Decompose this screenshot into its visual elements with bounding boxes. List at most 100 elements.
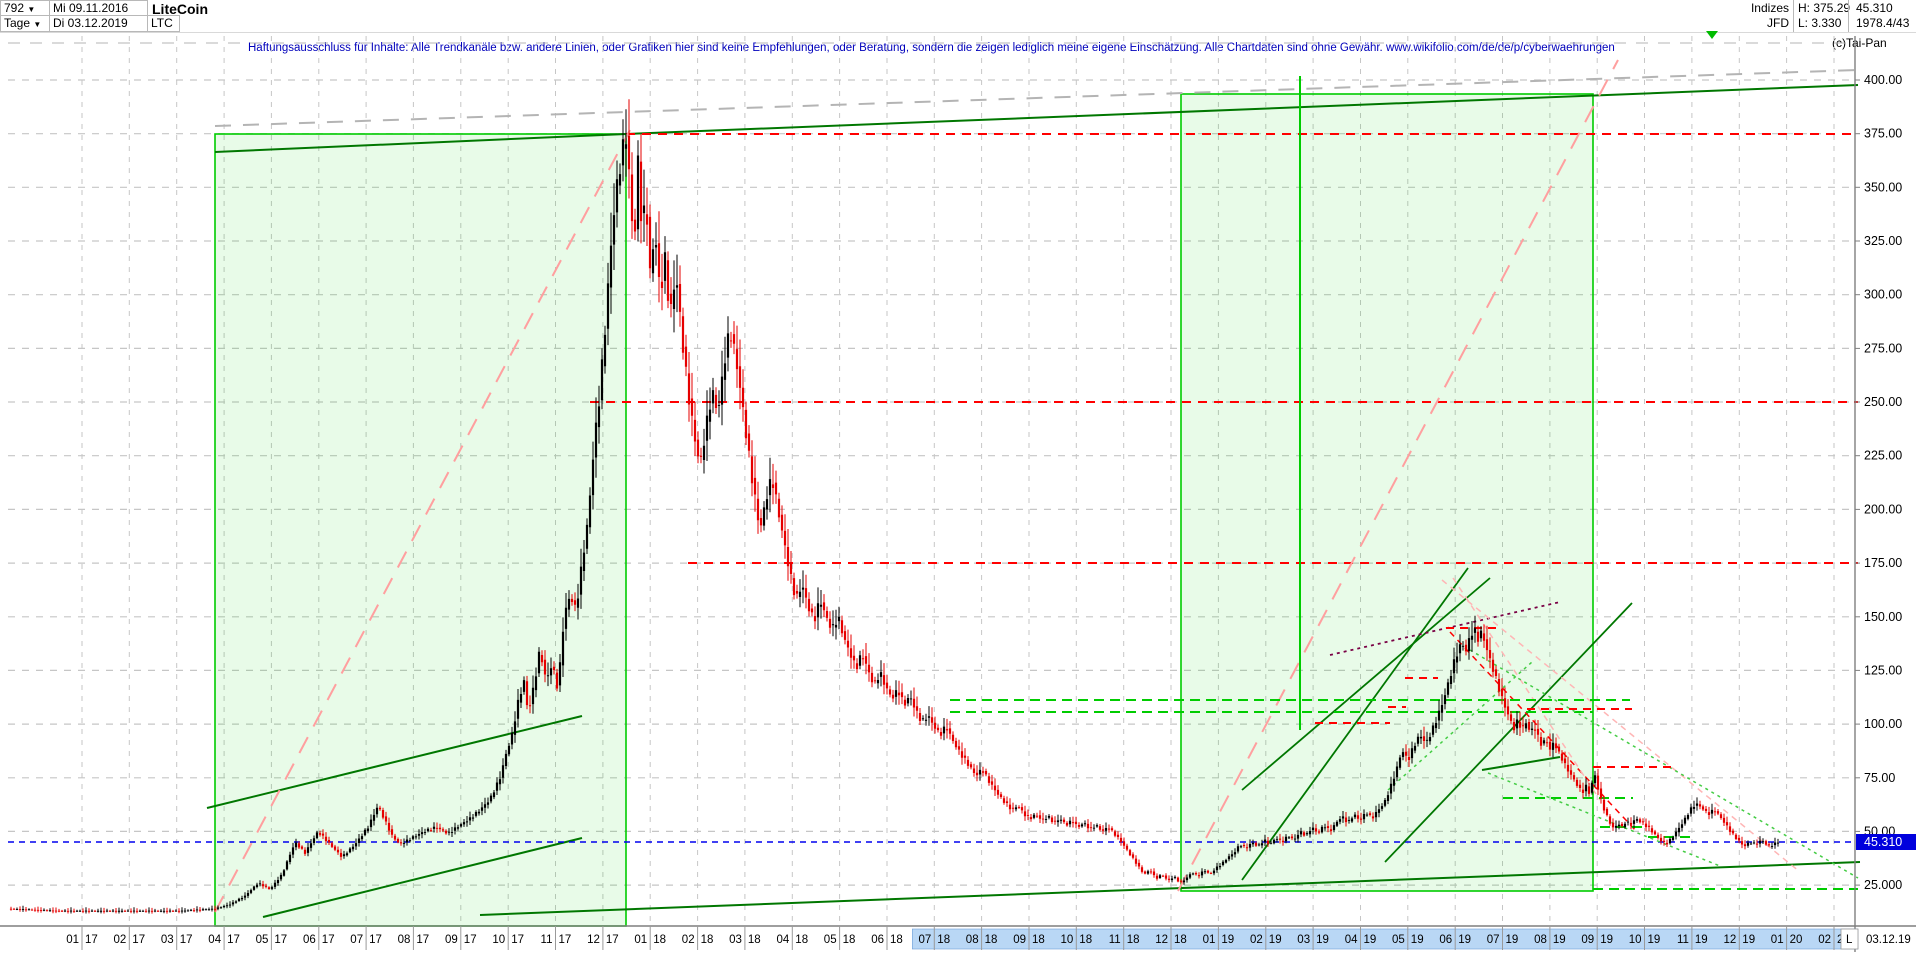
svg-text:10: 10	[1629, 934, 1642, 946]
chevron-down-icon: ▼	[33, 20, 42, 29]
svg-text:02: 02	[1818, 934, 1831, 946]
last-price-value: 45.310	[1856, 1, 1893, 15]
copyright-label: (c)Tai-Pan	[1832, 36, 1887, 50]
corner-date: 03.12.19	[1866, 934, 1911, 946]
svg-text:09: 09	[1581, 934, 1594, 946]
l-cell	[1840, 928, 1859, 950]
time-axis[interactable]: 01 17 02 17 03 17 04 17 05 17 06 17 07 17 08 17 09 17 10 17…	[66, 926, 1911, 950]
current-price-badge	[1856, 834, 1916, 850]
svg-text:11: 11	[541, 934, 553, 946]
svg-text:18: 18	[748, 934, 761, 946]
svg-text:05: 05	[256, 934, 269, 946]
svg-text:325.00: 325.00	[1864, 234, 1902, 248]
period-dropdown[interactable]: Tage ▼	[0, 15, 50, 32]
svg-text:07: 07	[1487, 934, 1500, 946]
svg-text:12: 12	[1155, 934, 1168, 946]
svg-text:19: 19	[1506, 934, 1519, 946]
date-from-field[interactable]: Mi 09.11.2016	[49, 0, 148, 16]
svg-text:03: 03	[1297, 934, 1310, 946]
svg-text:18: 18	[795, 934, 808, 946]
svg-text:06: 06	[303, 934, 316, 946]
header-divider	[1793, 0, 1794, 32]
svg-text:200.00: 200.00	[1864, 502, 1902, 516]
svg-text:175.00: 175.00	[1864, 556, 1902, 570]
svg-text:01: 01	[66, 934, 79, 946]
svg-text:225.00: 225.00	[1864, 449, 1902, 463]
svg-text:05: 05	[824, 934, 837, 946]
svg-text:25.000: 25.000	[1864, 878, 1902, 892]
svg-text:19: 19	[1364, 934, 1377, 946]
svg-text:250.00: 250.00	[1864, 395, 1902, 409]
axis-frame	[0, 36, 1916, 952]
candlesticks	[9, 99, 1780, 914]
page-title: LiteCoin	[152, 1, 208, 17]
header-divider	[1848, 0, 1849, 32]
svg-text:125.00: 125.00	[1864, 663, 1902, 677]
price-axis[interactable]: 400.00 375.00 350.00 325.00 300.00 275.00 250.…	[1855, 73, 1916, 892]
svg-text:17: 17	[511, 934, 524, 946]
svg-text:350.00: 350.00	[1864, 180, 1902, 194]
svg-text:275.00: 275.00	[1864, 341, 1902, 355]
svg-text:100.00: 100.00	[1864, 717, 1902, 731]
low-value: L: 3.330	[1798, 16, 1842, 30]
svg-text:19: 19	[1316, 934, 1329, 946]
svg-text:05: 05	[1392, 934, 1405, 946]
svg-text:19: 19	[1742, 934, 1755, 946]
svg-text:375.00: 375.00	[1864, 127, 1902, 141]
svg-text:02: 02	[682, 934, 695, 946]
svg-text:11: 11	[1677, 934, 1689, 946]
svg-text:19: 19	[1648, 934, 1661, 946]
svg-text:04: 04	[1345, 934, 1358, 946]
svg-text:18: 18	[701, 934, 714, 946]
high-value: H: 375.29	[1798, 1, 1851, 15]
svg-text:18: 18	[843, 934, 856, 946]
date-to-field[interactable]: Di 03.12.2019	[49, 15, 148, 32]
svg-text:03: 03	[729, 934, 742, 946]
svg-text:19: 19	[1695, 934, 1708, 946]
svg-text:11: 11	[1109, 934, 1121, 946]
svg-text:17: 17	[559, 934, 572, 946]
svg-text:02: 02	[114, 934, 127, 946]
header-bottom-divider	[0, 32, 1916, 33]
svg-text:07: 07	[919, 934, 932, 946]
svg-text:45.310: 45.310	[1864, 835, 1902, 849]
svg-text:12: 12	[1724, 934, 1737, 946]
svg-text:04: 04	[777, 934, 790, 946]
trend-channel-boxes	[214, 93, 1594, 927]
svg-text:18: 18	[985, 934, 998, 946]
svg-text:07: 07	[350, 934, 363, 946]
svg-text:01: 01	[634, 934, 647, 946]
svg-text:08: 08	[1534, 934, 1547, 946]
svg-text:17: 17	[464, 934, 477, 946]
gridlines	[8, 36, 1855, 926]
svg-text:18: 18	[1127, 934, 1140, 946]
extra-info-value: 1978.4/43	[1856, 16, 1910, 30]
chevron-down-icon: ▼	[27, 5, 36, 14]
svg-text:01: 01	[1771, 934, 1784, 946]
indizes-label: Indizes	[1750, 1, 1789, 15]
svg-text:09: 09	[1013, 934, 1026, 946]
svg-text:03: 03	[161, 934, 174, 946]
svg-text:10: 10	[492, 934, 505, 946]
svg-text:17: 17	[274, 934, 287, 946]
current-date-marker-icon	[1706, 31, 1718, 39]
svg-text:300.00: 300.00	[1864, 288, 1902, 302]
svg-text:08: 08	[398, 934, 411, 946]
svg-text:04: 04	[208, 934, 221, 946]
svg-text:09: 09	[445, 934, 458, 946]
svg-text:20: 20	[1790, 934, 1803, 946]
svg-text:19: 19	[1553, 934, 1566, 946]
svg-text:18: 18	[1079, 934, 1092, 946]
svg-text:10: 10	[1061, 934, 1074, 946]
svg-text:02: 02	[1250, 934, 1263, 946]
svg-text:19: 19	[1411, 934, 1424, 946]
svg-text:18: 18	[890, 934, 903, 946]
svg-text:19: 19	[1269, 934, 1282, 946]
svg-text:06: 06	[1439, 934, 1452, 946]
svg-text:01: 01	[1203, 934, 1216, 946]
svg-text:18: 18	[1032, 934, 1045, 946]
symbol-label: LTC	[147, 15, 180, 32]
svg-text:17: 17	[132, 934, 145, 946]
svg-text:19: 19	[1221, 934, 1234, 946]
